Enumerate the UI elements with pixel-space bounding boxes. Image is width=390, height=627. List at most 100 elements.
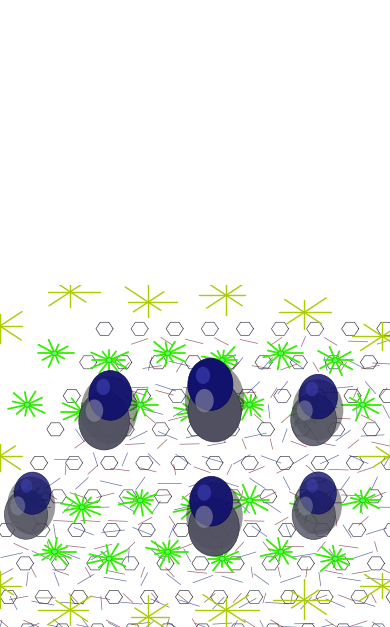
Circle shape [179, 33, 217, 60]
Circle shape [332, 209, 368, 235]
Ellipse shape [306, 381, 318, 396]
Circle shape [293, 213, 306, 223]
Circle shape [166, 190, 203, 218]
Circle shape [28, 189, 104, 245]
Circle shape [93, 118, 130, 145]
Circle shape [25, 498, 30, 503]
Circle shape [12, 119, 25, 129]
Circle shape [220, 556, 225, 561]
Circle shape [0, 119, 8, 127]
Circle shape [0, 103, 28, 142]
Circle shape [127, 121, 138, 130]
Ellipse shape [81, 376, 138, 444]
Circle shape [156, 21, 193, 47]
Ellipse shape [298, 497, 313, 515]
Circle shape [171, 6, 184, 15]
Circle shape [387, 119, 390, 126]
Circle shape [305, 505, 311, 510]
Circle shape [360, 95, 390, 122]
Circle shape [310, 221, 347, 248]
Circle shape [352, 115, 390, 142]
Circle shape [357, 119, 370, 129]
Circle shape [138, 498, 143, 503]
Circle shape [258, 122, 268, 129]
Circle shape [26, 32, 62, 58]
Circle shape [246, 130, 283, 157]
Circle shape [287, 209, 324, 235]
Circle shape [278, 549, 284, 554]
Circle shape [184, 224, 198, 234]
Circle shape [332, 33, 370, 60]
Circle shape [60, 36, 72, 44]
Circle shape [192, 189, 229, 216]
Ellipse shape [299, 374, 337, 419]
Circle shape [159, 1, 235, 56]
Circle shape [192, 213, 202, 220]
Circle shape [360, 403, 365, 407]
Circle shape [48, 220, 85, 247]
Circle shape [193, 26, 197, 29]
Circle shape [324, 38, 328, 40]
Ellipse shape [7, 477, 55, 535]
Circle shape [70, 209, 107, 235]
Circle shape [296, 13, 332, 40]
Circle shape [225, 98, 301, 153]
Circle shape [201, 209, 238, 235]
Circle shape [106, 106, 159, 145]
Circle shape [0, 120, 2, 123]
Circle shape [71, 33, 108, 60]
Circle shape [388, 120, 390, 123]
Circle shape [40, 194, 53, 203]
PathPatch shape [0, 0, 390, 314]
Circle shape [193, 214, 197, 217]
Circle shape [48, 44, 85, 70]
Circle shape [374, 126, 390, 153]
Circle shape [288, 209, 325, 236]
Circle shape [0, 96, 8, 124]
Circle shape [309, 220, 346, 247]
Circle shape [267, 117, 304, 144]
Circle shape [202, 21, 239, 48]
Ellipse shape [195, 506, 213, 528]
Ellipse shape [96, 379, 110, 395]
Circle shape [62, 13, 98, 40]
Circle shape [7, 115, 44, 142]
Circle shape [223, 96, 303, 155]
Circle shape [92, 117, 129, 144]
Circle shape [323, 36, 333, 44]
Circle shape [6, 115, 43, 141]
Circle shape [296, 13, 334, 41]
Circle shape [351, 115, 388, 141]
Circle shape [54, 48, 67, 58]
Circle shape [220, 358, 225, 362]
Circle shape [229, 122, 242, 131]
Circle shape [61, 213, 71, 220]
Circle shape [0, 130, 3, 140]
Circle shape [165, 189, 202, 216]
Circle shape [128, 98, 165, 125]
Circle shape [165, 351, 170, 356]
Circle shape [184, 36, 198, 46]
Circle shape [156, 209, 193, 235]
Circle shape [70, 32, 107, 58]
Circle shape [0, 93, 42, 152]
Circle shape [293, 36, 306, 46]
Circle shape [259, 98, 295, 125]
Circle shape [192, 1, 229, 28]
Circle shape [157, 187, 237, 246]
Ellipse shape [306, 479, 318, 493]
Circle shape [324, 13, 361, 41]
Circle shape [232, 98, 269, 126]
Circle shape [333, 358, 338, 362]
Circle shape [142, 122, 156, 131]
Circle shape [191, 213, 203, 221]
Circle shape [310, 44, 347, 71]
Circle shape [136, 117, 173, 144]
Circle shape [201, 21, 238, 47]
Circle shape [165, 549, 170, 554]
Circle shape [291, 13, 364, 66]
Circle shape [157, 209, 195, 236]
Circle shape [231, 98, 268, 125]
Circle shape [379, 130, 390, 140]
Circle shape [179, 220, 215, 247]
